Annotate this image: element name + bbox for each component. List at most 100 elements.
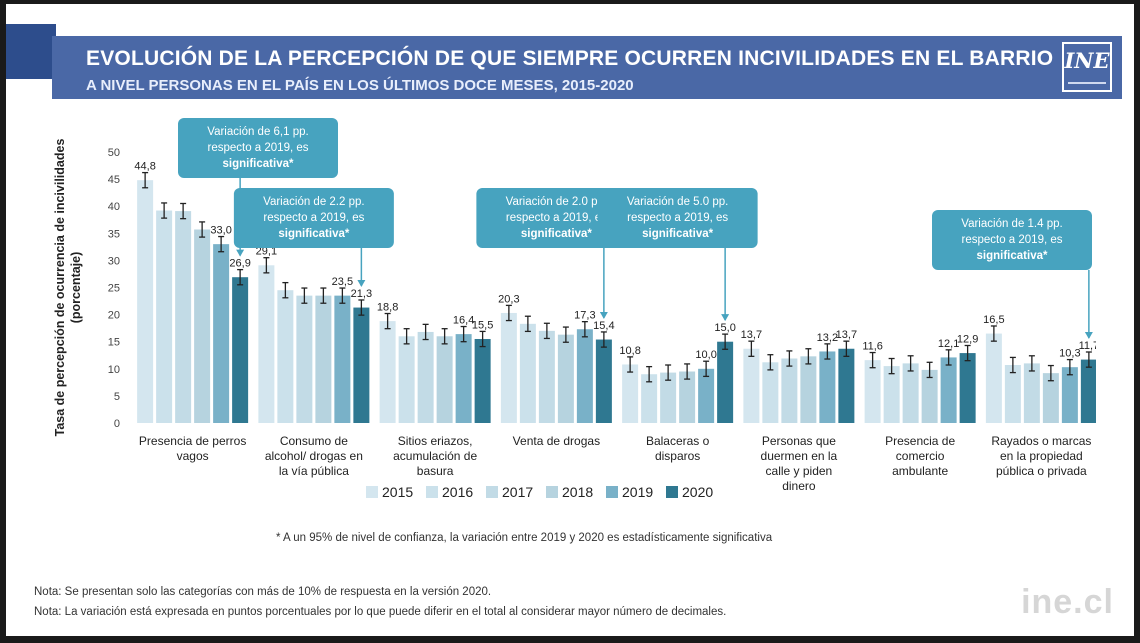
data-label: 13,7 — [836, 329, 857, 341]
bar — [1023, 363, 1040, 423]
legend-label: 2020 — [682, 484, 713, 500]
annotation-arrowhead — [236, 249, 245, 257]
note-line: Nota: La variación está expresada en pun… — [34, 606, 727, 618]
data-label: 10,0 — [695, 349, 716, 361]
chart-subtitle: A NIVEL PERSONAS EN EL PAÍS EN LOS ÚLTIM… — [86, 77, 634, 94]
category-label: Personas que — [762, 434, 836, 448]
legend-swatch — [486, 486, 498, 498]
bar — [277, 290, 294, 423]
data-label: 26,9 — [229, 258, 250, 270]
legend-swatch — [606, 486, 618, 498]
bar — [838, 348, 855, 423]
bar — [232, 277, 249, 423]
category-label: dinero — [782, 479, 816, 493]
bar — [940, 357, 957, 423]
bar — [474, 338, 491, 423]
category-label: comercio — [896, 449, 945, 463]
data-label: 33,0 — [210, 225, 231, 237]
data-label: 20,3 — [498, 293, 519, 305]
annotation-text: significativa* — [977, 250, 1048, 262]
category-label: Sitios eriazos, — [398, 434, 473, 448]
bar — [398, 336, 415, 423]
annotation-arrowhead — [357, 279, 366, 287]
annotation-box — [233, 188, 394, 248]
slide: EVOLUCIÓN DE LA PERCEPCIÓN DE QUE SIEMPR… — [6, 4, 1134, 636]
y-axis-label: Tasa de percepción de ocurrencia de inci… — [53, 139, 83, 437]
data-label: 18,8 — [377, 302, 398, 314]
bar — [500, 312, 517, 423]
annotation-text: significativa* — [278, 228, 349, 240]
bar — [595, 339, 612, 423]
bar — [436, 336, 453, 423]
bar — [959, 353, 976, 423]
y-tick-label: 30 — [108, 255, 120, 267]
annotation-box — [932, 210, 1092, 270]
category-label: Venta de drogas — [513, 434, 600, 448]
category-label: ambulante — [892, 464, 948, 478]
data-label: 23,5 — [332, 276, 353, 288]
bar — [194, 229, 211, 423]
bar — [902, 363, 919, 423]
category-label: en la propiedad — [1000, 449, 1083, 463]
data-label: 44,8 — [134, 161, 155, 173]
data-label: 11,6 — [862, 341, 883, 353]
data-label: 16,4 — [453, 315, 474, 327]
ine-logo-badge: INE — [1062, 42, 1112, 92]
bar — [679, 371, 696, 423]
annotation-text: Variación de 2.2 pp. — [263, 196, 364, 208]
bar — [455, 334, 472, 423]
category-label: calle y piden — [766, 464, 833, 478]
y-tick-label: 40 — [108, 201, 120, 213]
annotation-arrowhead — [599, 311, 608, 319]
annotation-text: significativa* — [223, 158, 294, 170]
notes-block: Nota: Se presentan solo las categorías c… — [34, 582, 726, 622]
legend-swatch — [546, 486, 558, 498]
legend-swatch — [426, 486, 438, 498]
significance-footnote: * A un 95% de nivel de confianza, la var… — [276, 532, 773, 544]
bar — [1061, 367, 1078, 423]
data-label: 12,1 — [938, 338, 959, 350]
y-tick-label: 25 — [108, 283, 120, 295]
bar — [641, 374, 658, 423]
bar — [883, 366, 900, 423]
bar — [213, 244, 230, 423]
bar — [557, 334, 574, 423]
category-label: Presencia de — [885, 434, 955, 448]
bar — [819, 351, 836, 423]
y-tick-label: 5 — [114, 391, 120, 403]
annotation-box — [476, 188, 637, 248]
data-label: 13,7 — [741, 329, 762, 341]
category-label: basura — [417, 464, 454, 478]
category-label: Rayados o marcas — [991, 434, 1091, 448]
annotation-box — [597, 188, 758, 248]
data-label: 15,5 — [472, 319, 493, 331]
bar — [417, 331, 434, 423]
annotation-text: respecto a 2019, es — [961, 234, 1062, 246]
bar — [743, 348, 760, 423]
data-label: 15,0 — [714, 322, 735, 334]
logo-underline — [1068, 82, 1106, 84]
data-label: 21,3 — [351, 288, 372, 300]
bar — [156, 210, 173, 423]
data-label: 17,3 — [574, 310, 595, 322]
bar — [762, 362, 779, 423]
bar — [576, 329, 593, 423]
annotation-text: Variación de 5.0 pp. — [627, 196, 728, 208]
data-label: 12,9 — [957, 333, 978, 345]
category-label: alcohol/ drogas en — [265, 449, 363, 463]
annotation-text: respecto a 2019, es — [263, 212, 364, 224]
annotation-arrowhead — [1084, 331, 1093, 339]
data-label: 10,3 — [1059, 348, 1080, 360]
annotation-text: Variación de 6,1 pp. — [207, 126, 308, 138]
category-label: Consumo de — [280, 434, 348, 448]
y-tick-label: 35 — [108, 228, 120, 240]
category-label: la vía pública — [279, 464, 349, 478]
legend-label: 2019 — [622, 484, 653, 500]
legend-label: 2018 — [562, 484, 593, 500]
y-tick-label: 20 — [108, 310, 120, 322]
bar — [315, 295, 332, 423]
annotation-text: significativa* — [521, 228, 592, 240]
data-label: 15,4 — [593, 320, 614, 332]
category-label: disparos — [655, 449, 700, 463]
bar — [296, 295, 313, 423]
